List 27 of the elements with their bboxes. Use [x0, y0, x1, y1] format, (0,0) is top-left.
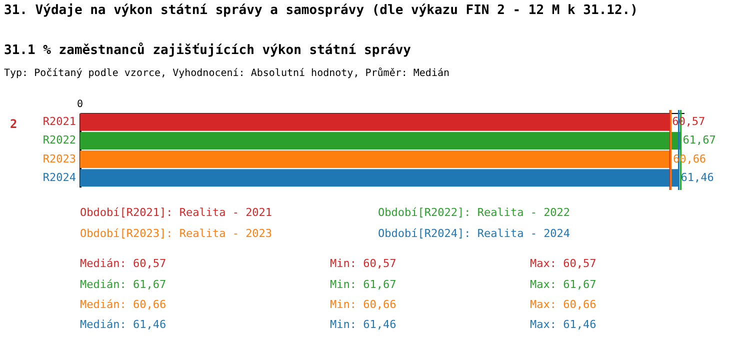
text: Období[R2023]: Realita - 2023 [80, 227, 272, 240]
chart-subtitle: 31.1 % zaměstnanců zajišťujících výkon státní správy [4, 42, 412, 58]
y-tick-label: R2022 [42, 134, 76, 147]
text: Max: 61,67 [530, 278, 596, 291]
y-tick-label: R2021 [42, 115, 76, 128]
text: Medián: 60,57 [80, 257, 166, 270]
annotation: 0 [77, 99, 84, 110]
chart-title: 31. Výdaje na výkon státní správy a samosprávy (dle výkazu FIN 2 - 12 M k 31.12.) [4, 3, 638, 18]
text: 2 [10, 117, 18, 131]
text: Medián: 61,67 [80, 278, 166, 291]
data-label: 61,67 [682, 134, 716, 147]
text: Období[R2022]: Realita - 2022 [378, 206, 570, 219]
y-tick-label: R2024 [42, 170, 76, 184]
y-tick-label: R2023 [42, 152, 76, 166]
text: Období[R2024]: Realita - 2024 [378, 227, 570, 240]
text: Max: 60,57 [530, 257, 596, 270]
text: Min: 61,46 [330, 318, 396, 331]
text: Medián: 60,66 [80, 298, 166, 311]
text: Max: 60,66 [530, 298, 596, 311]
text: Min: 60,57 [330, 257, 396, 270]
text: Max: 61,46 [530, 318, 596, 331]
text: Období[R2021]: Realita - 2021 [80, 206, 272, 219]
data-label: 61,46 [680, 170, 714, 184]
text: Min: 61,67 [330, 278, 396, 291]
text: Min: 60,66 [330, 298, 396, 311]
text: Medián: 61,46 [80, 318, 166, 331]
text: Typ: Počítaný podle vzorce, Vyhodnocení: Absolutní hodnoty, Průměr: Medián [4, 67, 450, 79]
